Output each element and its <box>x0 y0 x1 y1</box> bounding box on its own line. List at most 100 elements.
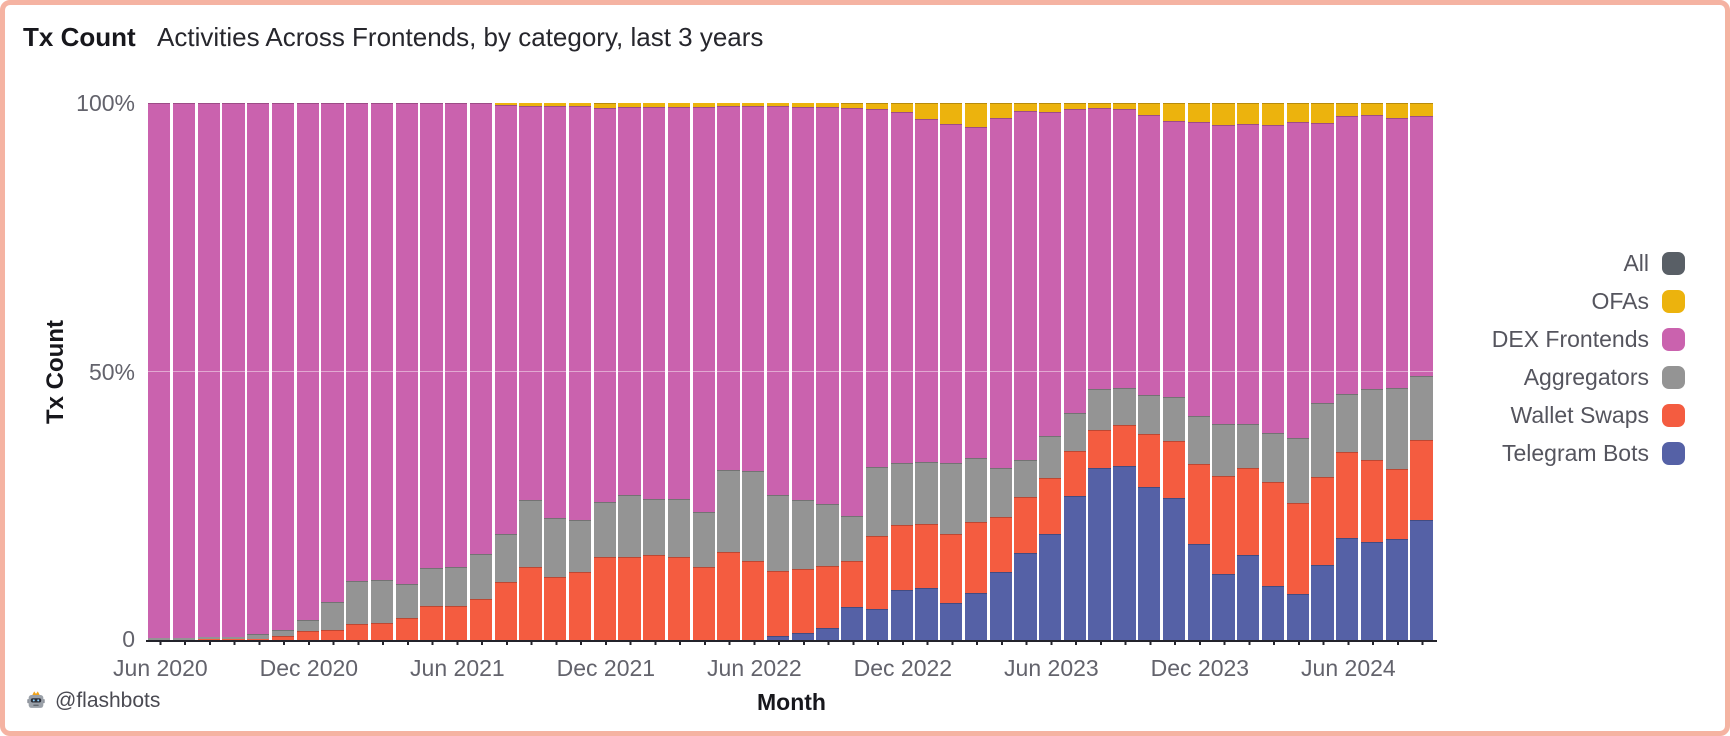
bar-feb-2022[interactable] <box>643 103 666 641</box>
segment-aggregators[interactable] <box>1063 412 1087 452</box>
segment-wallet-swaps[interactable] <box>742 560 765 641</box>
bar-mar-2024[interactable] <box>1261 103 1285 641</box>
bar-jul-2022[interactable] <box>766 103 790 641</box>
segment-telegram-bots[interactable] <box>1113 466 1136 641</box>
segment-dex-frontends[interactable] <box>321 103 344 603</box>
segment-telegram-bots[interactable] <box>1286 593 1309 641</box>
bar-jun-2022[interactable] <box>742 103 765 641</box>
bar-dec-2023[interactable] <box>1187 103 1210 641</box>
segment-wallet-swaps[interactable] <box>420 605 443 641</box>
segment-ofas[interactable] <box>717 103 740 107</box>
segment-telegram-bots[interactable] <box>940 602 963 641</box>
segment-aggregators[interactable] <box>1187 416 1210 464</box>
bar-mar-2022[interactable] <box>667 103 691 641</box>
bar-jul-2023[interactable] <box>1063 103 1087 641</box>
segment-wallet-swaps[interactable] <box>915 524 938 589</box>
segment-wallet-swaps[interactable] <box>1237 467 1260 555</box>
segment-dex-frontends[interactable] <box>841 107 864 516</box>
segment-aggregators[interactable] <box>865 466 889 536</box>
segment-dex-frontends[interactable] <box>271 103 295 631</box>
segment-wallet-swaps[interactable] <box>890 524 913 591</box>
segment-dex-frontends[interactable] <box>1162 120 1186 397</box>
segment-wallet-swaps[interactable] <box>321 630 344 641</box>
segment-ofas[interactable] <box>1311 103 1334 123</box>
bar-feb-2021[interactable] <box>346 103 369 641</box>
segment-aggregators[interactable] <box>1162 396 1186 441</box>
segment-dex-frontends[interactable] <box>148 103 171 639</box>
bar-sep-2020[interactable] <box>222 103 245 641</box>
segment-aggregators[interactable] <box>1385 388 1408 470</box>
segment-dex-frontends[interactable] <box>742 106 765 471</box>
segment-aggregators[interactable] <box>346 581 369 625</box>
bar-dec-2022[interactable] <box>890 103 913 641</box>
segment-aggregators[interactable] <box>1113 388 1136 426</box>
segment-ofas[interactable] <box>667 103 691 107</box>
segment-ofas[interactable] <box>940 103 963 124</box>
segment-telegram-bots[interactable] <box>1410 519 1433 641</box>
segment-ofas[interactable] <box>1162 103 1186 121</box>
segment-ofas[interactable] <box>1286 103 1309 122</box>
segment-aggregators[interactable] <box>519 500 542 568</box>
segment-aggregators[interactable] <box>692 511 715 568</box>
segment-wallet-swaps[interactable] <box>1088 430 1111 469</box>
bar-jan-2022[interactable] <box>618 103 641 641</box>
segment-dex-frontends[interactable] <box>1286 121 1309 439</box>
segment-ofas[interactable] <box>1088 103 1111 108</box>
bar-apr-2022[interactable] <box>692 103 715 641</box>
segment-aggregators[interactable] <box>420 567 443 606</box>
segment-ofas[interactable] <box>1237 103 1260 124</box>
segment-dex-frontends[interactable] <box>816 107 839 505</box>
segment-aggregators[interactable] <box>766 495 790 572</box>
segment-ofas[interactable] <box>1014 103 1037 111</box>
segment-telegram-bots[interactable] <box>1360 542 1384 641</box>
segment-ofas[interactable] <box>766 103 790 107</box>
segment-aggregators[interactable] <box>841 515 864 562</box>
segment-aggregators[interactable] <box>593 502 616 558</box>
bar-jul-2020[interactable] <box>172 103 196 641</box>
segment-telegram-bots[interactable] <box>1261 586 1285 641</box>
segment-telegram-bots[interactable] <box>1237 554 1260 641</box>
bar-nov-2022[interactable] <box>865 103 889 641</box>
segment-aggregators[interactable] <box>1039 436 1062 478</box>
segment-dex-frontends[interactable] <box>989 118 1012 469</box>
segment-dex-frontends[interactable] <box>667 106 691 499</box>
segment-telegram-bots[interactable] <box>890 590 913 641</box>
segment-wallet-swaps[interactable] <box>643 554 666 641</box>
segment-aggregators[interactable] <box>568 519 592 573</box>
segment-telegram-bots[interactable] <box>1014 552 1037 641</box>
segment-telegram-bots[interactable] <box>1187 543 1210 641</box>
segment-wallet-swaps[interactable] <box>370 622 394 641</box>
segment-wallet-swaps[interactable] <box>1162 440 1186 499</box>
segment-telegram-bots[interactable] <box>1162 498 1186 641</box>
bar-jul-2021[interactable] <box>469 103 493 641</box>
segment-ofas[interactable] <box>791 103 814 107</box>
segment-telegram-bots[interactable] <box>1336 537 1359 641</box>
segment-aggregators[interactable] <box>791 499 814 570</box>
segment-wallet-swaps[interactable] <box>816 565 839 629</box>
segment-dex-frontends[interactable] <box>519 105 542 501</box>
segment-telegram-bots[interactable] <box>1311 565 1334 641</box>
bar-nov-2023[interactable] <box>1162 103 1186 641</box>
segment-ofas[interactable] <box>1187 103 1210 122</box>
segment-aggregators[interactable] <box>247 634 270 640</box>
bar-may-2024[interactable] <box>1311 103 1334 641</box>
segment-dex-frontends[interactable] <box>865 109 889 467</box>
segment-dex-frontends[interactable] <box>346 103 369 582</box>
segment-ofas[interactable] <box>593 103 616 108</box>
segment-dex-frontends[interactable] <box>469 103 493 554</box>
segment-ofas[interactable] <box>544 103 567 106</box>
segment-wallet-swaps[interactable] <box>667 557 691 641</box>
segment-dex-frontends[interactable] <box>1237 123 1260 425</box>
segment-ofas[interactable] <box>568 103 592 107</box>
segment-dex-frontends[interactable] <box>1187 121 1210 417</box>
segment-dex-frontends[interactable] <box>890 111 913 464</box>
segment-wallet-swaps[interactable] <box>1385 469 1408 539</box>
segment-wallet-swaps[interactable] <box>940 533 963 603</box>
segment-dex-frontends[interactable] <box>445 103 468 567</box>
segment-wallet-swaps[interactable] <box>544 576 567 641</box>
bar-feb-2024[interactable] <box>1237 103 1260 641</box>
segment-aggregators[interactable] <box>1336 393 1359 452</box>
bar-aug-2024[interactable] <box>1385 103 1408 641</box>
segment-dex-frontends[interactable] <box>1039 111 1062 437</box>
segment-dex-frontends[interactable] <box>618 107 641 496</box>
